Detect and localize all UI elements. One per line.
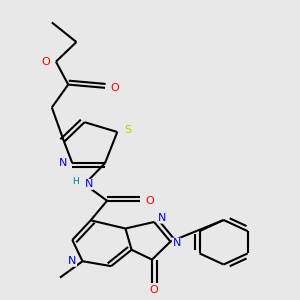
Text: N: N [68, 256, 76, 266]
Text: H: H [72, 177, 79, 186]
Text: N: N [172, 238, 181, 248]
Text: O: O [150, 285, 158, 295]
Text: N: N [85, 179, 93, 189]
Text: O: O [146, 196, 154, 206]
Text: N: N [158, 213, 166, 223]
Text: O: O [111, 83, 120, 93]
Text: O: O [41, 57, 50, 67]
Text: S: S [124, 125, 131, 135]
Text: N: N [59, 158, 68, 168]
